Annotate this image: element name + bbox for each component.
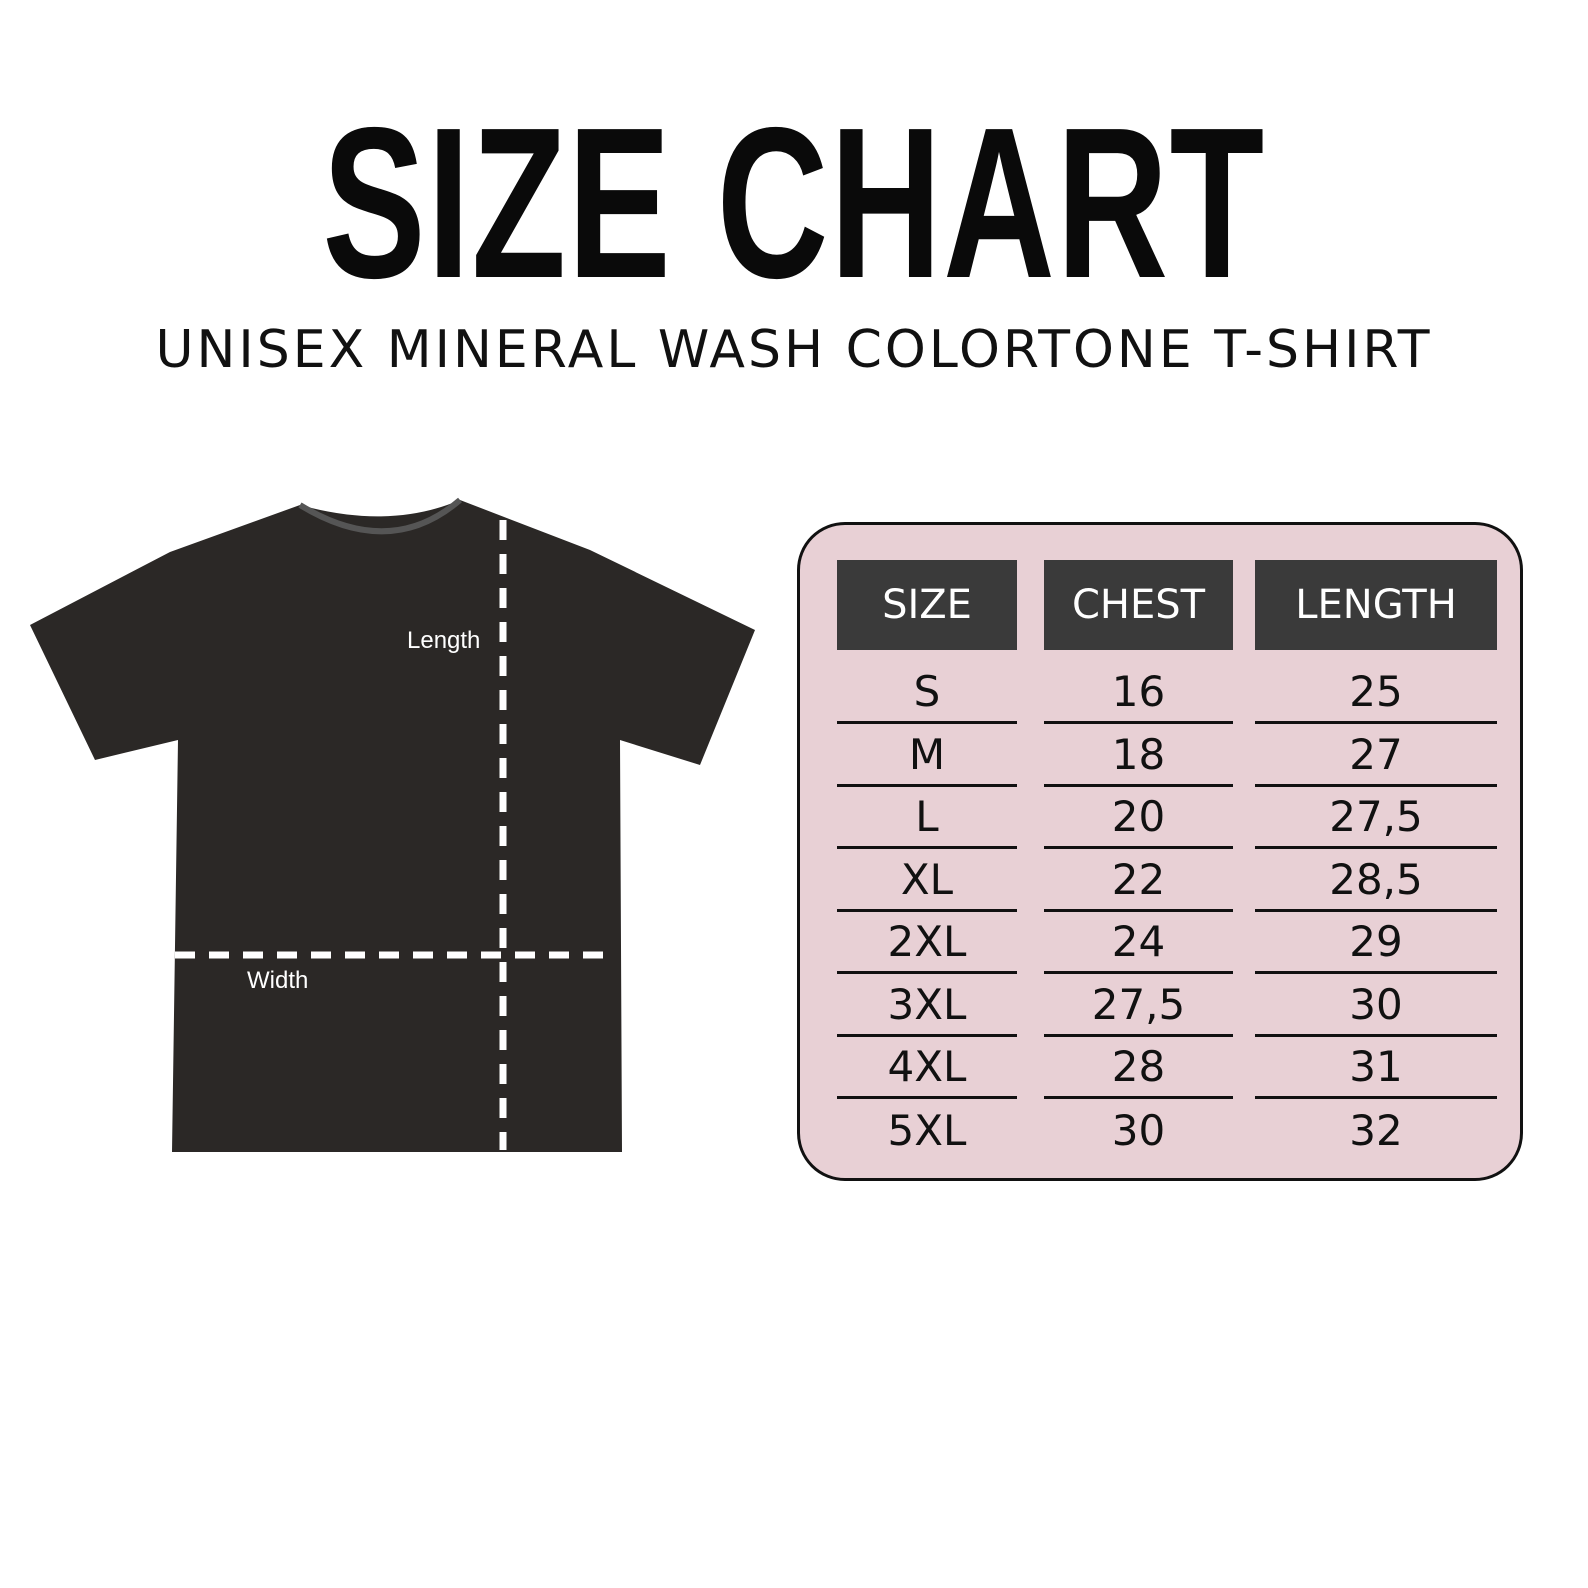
cell-chest: 20	[1044, 787, 1233, 849]
cell-chest: 28	[1044, 1037, 1233, 1099]
length-label: Length	[407, 627, 481, 654]
cell-chest: 16	[1044, 662, 1233, 724]
cell-length: 27	[1255, 725, 1497, 787]
product-subtitle: UNISEX MINERAL WASH COLORTONE T-SHIRT	[155, 320, 1433, 380]
cell-size: XL	[837, 850, 1017, 912]
cell-chest: 24	[1044, 912, 1233, 974]
collar	[298, 497, 462, 535]
page-title: SIZE CHART	[322, 82, 1266, 323]
cell-length: 25	[1255, 662, 1497, 724]
cell-size: M	[837, 725, 1017, 787]
cell-size: S	[837, 662, 1017, 724]
cell-length: 29	[1255, 912, 1497, 974]
cell-chest: 30	[1111, 1106, 1166, 1155]
cell-length: 27,5	[1255, 787, 1497, 849]
tshirt-image	[30, 500, 755, 1152]
tshirt-diagram	[30, 497, 755, 1152]
header-size: SIZE	[837, 560, 1017, 650]
size-table: SIZE CHEST LENGTH S 16 25 M 18 27 L 20 27,5 XL 22 2…	[797, 522, 1523, 1181]
cell-size: L	[837, 787, 1017, 849]
header-length: LENGTH	[1255, 560, 1497, 650]
cell-length: 30	[1255, 975, 1497, 1037]
cell-chest: 27,5	[1044, 975, 1233, 1037]
cell-size: 2XL	[837, 912, 1017, 974]
cell-chest: 22	[1044, 850, 1233, 912]
cell-chest: 18	[1044, 725, 1233, 787]
header-chest: CHEST	[1044, 560, 1233, 650]
cell-size: 4XL	[837, 1037, 1017, 1099]
cell-length: 32	[1349, 1106, 1403, 1155]
width-label: Width	[247, 967, 309, 994]
cell-size: 5XL	[887, 1106, 967, 1155]
cell-length: 28,5	[1255, 850, 1497, 912]
cell-size: 3XL	[837, 975, 1017, 1037]
cell-length: 31	[1255, 1037, 1497, 1099]
